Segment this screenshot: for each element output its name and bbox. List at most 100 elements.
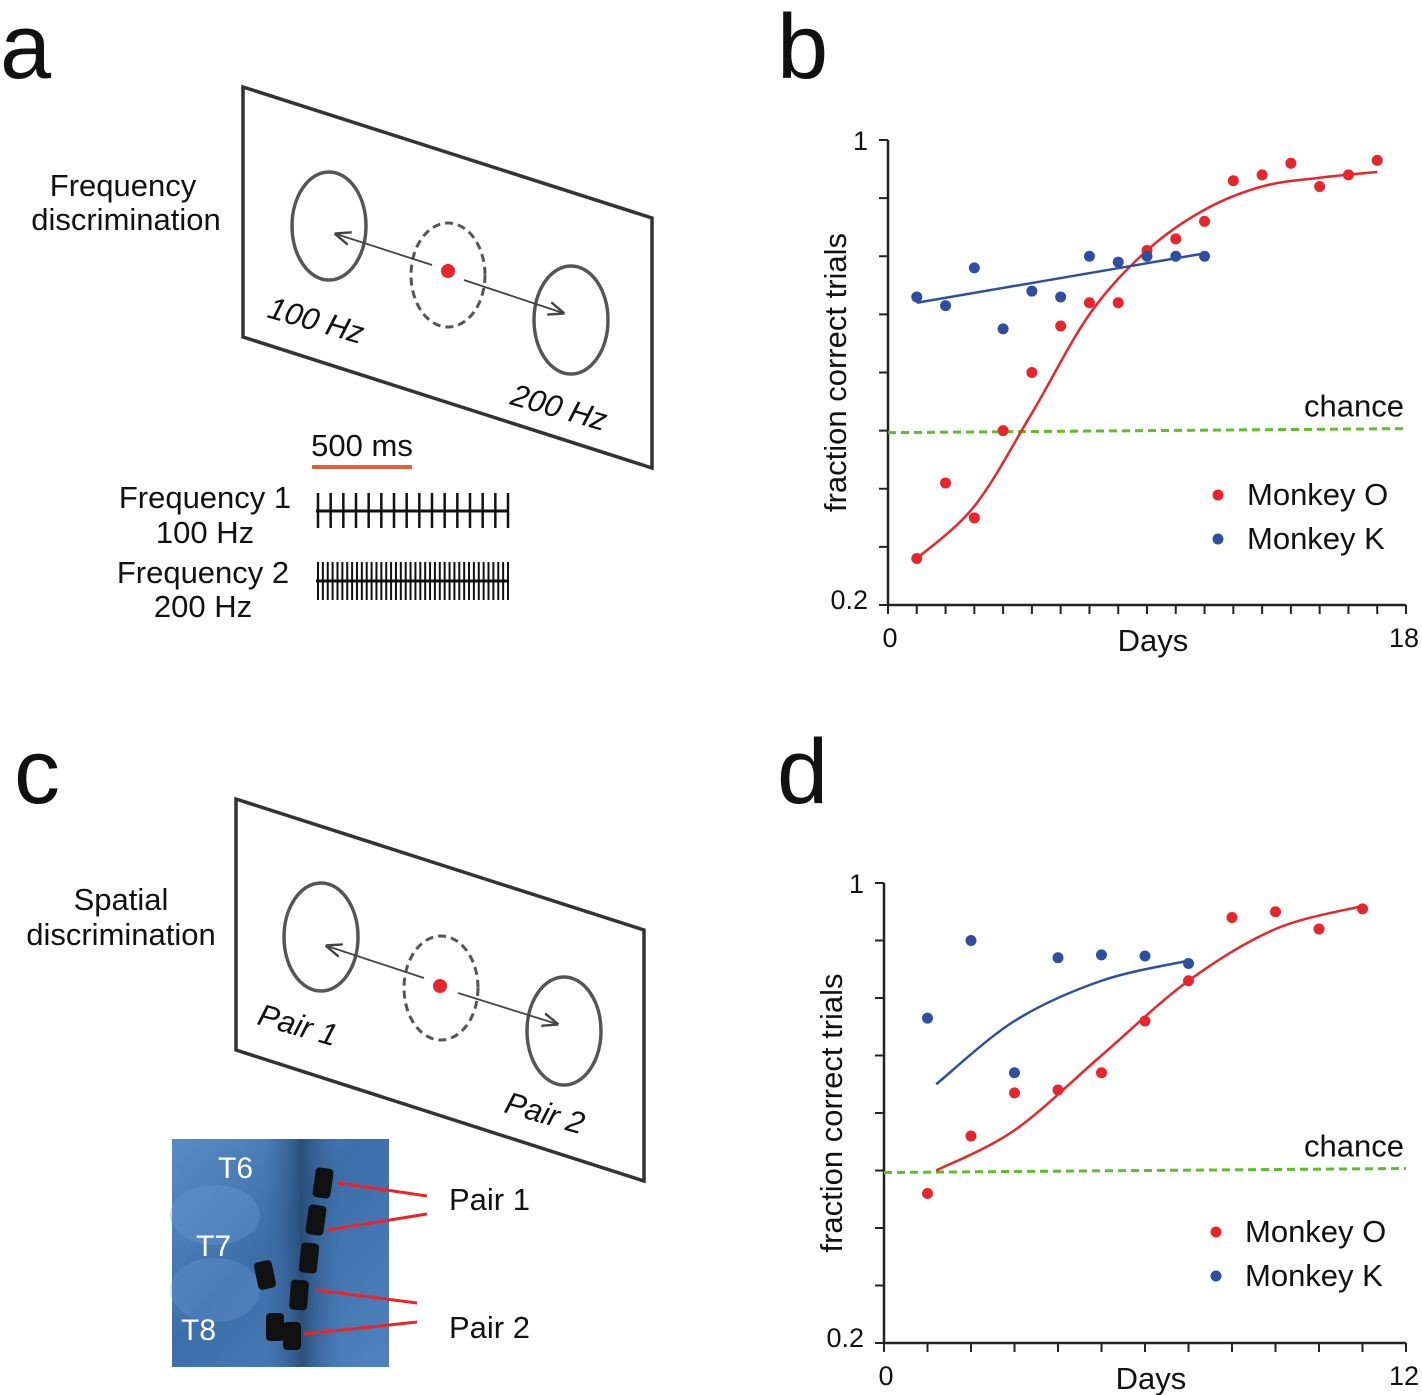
panel-letter-c: c [14, 721, 60, 823]
data-point-monkey-o [997, 425, 1009, 437]
data-point-monkey-o [1083, 297, 1095, 309]
data-point-monkey-k [940, 300, 952, 312]
xray-label-t8: T8 [181, 1314, 216, 1347]
data-point-monkey-k [968, 262, 980, 274]
right-target-label: 200 Hz [506, 377, 612, 438]
data-point-monkey-o [1314, 181, 1326, 192]
legend-label-monkey-k: Monkey K [1247, 521, 1385, 556]
x-tick-label-max: 12 [1389, 1361, 1419, 1391]
task-title-frequency-line1: Frequency [50, 168, 197, 203]
screen-frame [234, 796, 646, 1184]
data-point-monkey-o [1342, 169, 1354, 181]
left-arrow [327, 946, 425, 979]
legend-marker-monkey-k [1212, 533, 1224, 545]
data-point-monkey-o [1199, 215, 1211, 227]
panel-letter-d: d [777, 721, 828, 823]
data-point-monkey-o [1055, 320, 1067, 332]
data-point-monkey-o [1357, 903, 1368, 915]
data-point-monkey-k [965, 935, 977, 946]
task-title-frequency-line2: discrimination [31, 202, 221, 237]
data-point-monkey-k [911, 291, 923, 303]
fit-curve-monkey-o [935, 904, 1363, 1172]
legend-marker-monkey-o [1212, 489, 1224, 501]
data-point-monkey-o [922, 1188, 933, 1199]
task-title-spatial-line1: Spatial [74, 882, 169, 917]
left-target-label: 100 Hz [264, 290, 369, 351]
right-target-circle [532, 264, 610, 376]
data-point-monkey-k [922, 1012, 933, 1024]
data-point-monkey-o [1270, 906, 1281, 918]
left-target-circle [290, 170, 368, 282]
left-target-label: Pair 1 [254, 997, 341, 1053]
right-target-circle [525, 975, 603, 1087]
data-point-monkey-o [911, 553, 923, 564]
fixation-window [409, 221, 487, 329]
y-tick-label-max: 1 [853, 126, 868, 156]
xray-pair2-label: Pair 2 [449, 1310, 530, 1345]
data-point-monkey-k [1112, 256, 1124, 268]
data-point-monkey-o [1226, 912, 1238, 923]
left-target-circle [282, 881, 360, 993]
panel-a: a Frequency discrimination 100 Hz 200 Hz… [0, 0, 654, 624]
chance-label: chance [1304, 1129, 1404, 1164]
x-tick-label-min: 0 [882, 623, 897, 653]
x-axis-label: Days [1118, 623, 1189, 658]
fixation-dot [441, 264, 455, 278]
data-point-monkey-o [1183, 975, 1194, 987]
y-tick-label-min: 0.2 [826, 1323, 864, 1353]
data-point-monkey-o [1026, 367, 1038, 378]
xray-label-t7: T7 [196, 1230, 231, 1263]
left-arrow [336, 234, 433, 266]
chart-d: 1 0.2 0 12 Days fraction correct trials chance… [814, 869, 1419, 1395]
y-axis-label: fraction correct trials [818, 233, 853, 512]
xray-label-t6: T6 [218, 1152, 253, 1185]
pulse-train-200hz [316, 562, 509, 600]
data-point-monkey-k [1139, 950, 1151, 962]
data-point-monkey-k [1183, 958, 1194, 969]
right-target-label: Pair 2 [501, 1085, 588, 1141]
data-point-monkey-o [1112, 297, 1124, 309]
x-tick-label-min: 0 [878, 1361, 893, 1391]
data-point-monkey-k [1026, 285, 1038, 297]
data-point-monkey-o [940, 477, 952, 489]
y-tick-label-max: 1 [849, 869, 864, 899]
task-title-spatial-line2: discrimination [26, 917, 216, 952]
data-point-monkey-o [1313, 923, 1325, 935]
x-axis-label: Days [1116, 1361, 1187, 1395]
chance-line [883, 1167, 1407, 1174]
data-point-monkey-o [1170, 233, 1182, 245]
panel-c: c Spatial discrimination Pair 1 Pair 2 [14, 721, 646, 1367]
chance-line [887, 427, 1407, 435]
legend-label-monkey-o: Monkey O [1247, 477, 1388, 512]
x-tick-label-max: 18 [1389, 623, 1419, 653]
panel-letter-a: a [0, 0, 52, 98]
data-point-monkey-k [1141, 250, 1153, 262]
chance-label: chance [1304, 389, 1404, 424]
data-point-monkey-k [1009, 1067, 1020, 1079]
chart-b: 1 0.2 0 18 Days fraction correct trials chance… [818, 126, 1419, 658]
data-point-monkey-o [1256, 169, 1268, 181]
right-arrow [463, 279, 563, 313]
train1-label-line2: 100 Hz [156, 515, 254, 550]
legend-label-monkey-k: Monkey K [1245, 1258, 1383, 1293]
data-point-monkey-k [1199, 250, 1211, 262]
data-point-monkey-o [1009, 1087, 1020, 1099]
data-point-monkey-k [1055, 291, 1067, 303]
y-axis-label: fraction correct trials [814, 973, 849, 1252]
scale-bar-label: 500 ms [311, 428, 413, 463]
data-point-monkey-o [1096, 1067, 1107, 1079]
data-point-monkey-o [1227, 175, 1239, 187]
right-arrow [457, 992, 557, 1024]
data-point-monkey-o [1371, 154, 1383, 166]
data-point-monkey-k [1096, 949, 1107, 961]
data-point-monkey-k [1052, 952, 1064, 964]
fixation-window [402, 934, 480, 1042]
data-point-monkey-o [1285, 157, 1297, 169]
data-point-monkey-o [965, 1130, 977, 1142]
legend-marker-monkey-o [1210, 1226, 1222, 1238]
fixation-dot [433, 979, 447, 993]
data-point-monkey-o [1139, 1015, 1151, 1027]
train2-label-line1: Frequency 2 [117, 555, 289, 590]
data-point-monkey-o [968, 512, 980, 524]
